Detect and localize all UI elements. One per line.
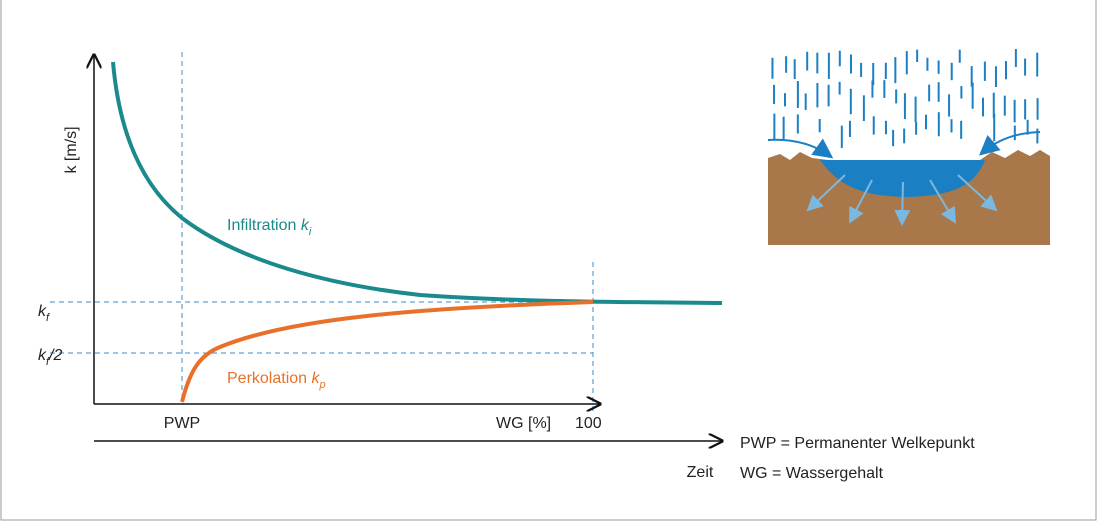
- perkolation-label: Perkolation kp: [227, 370, 326, 391]
- inflow-arrow: [982, 132, 1040, 153]
- y-label: k [m/s]: [63, 126, 80, 173]
- pwp-label: PWP: [164, 415, 200, 432]
- kf-half-suffix: /2: [48, 347, 62, 364]
- infiltration-label: Infiltration ki: [227, 217, 312, 238]
- x-label: WG [%]: [496, 415, 551, 432]
- perkolation-curve: [182, 302, 593, 402]
- kf-sub: f: [46, 312, 50, 324]
- infiltration-sub: i: [309, 226, 312, 238]
- infiltration-text: Infiltration: [227, 217, 296, 234]
- x-end-label: 100: [575, 415, 602, 432]
- time-label: Zeit: [687, 464, 714, 481]
- perkolation-sub: p: [319, 379, 326, 391]
- seepage-arrow: [902, 182, 903, 224]
- infiltration-curve: [113, 62, 722, 303]
- rain: [772, 49, 1037, 148]
- legend-entry: PWP = Permanenter Welkepunkt: [740, 435, 975, 452]
- diagram: k [m/s] kf kf/2 PWP WG [%] 100 Zeit Infi…: [0, 0, 1097, 521]
- kf-label: kf: [38, 303, 50, 324]
- perkolation-text: Perkolation: [227, 370, 307, 387]
- legend-entry: WG = Wassergehalt: [740, 465, 884, 482]
- kf-half-label: kf/2: [38, 347, 63, 368]
